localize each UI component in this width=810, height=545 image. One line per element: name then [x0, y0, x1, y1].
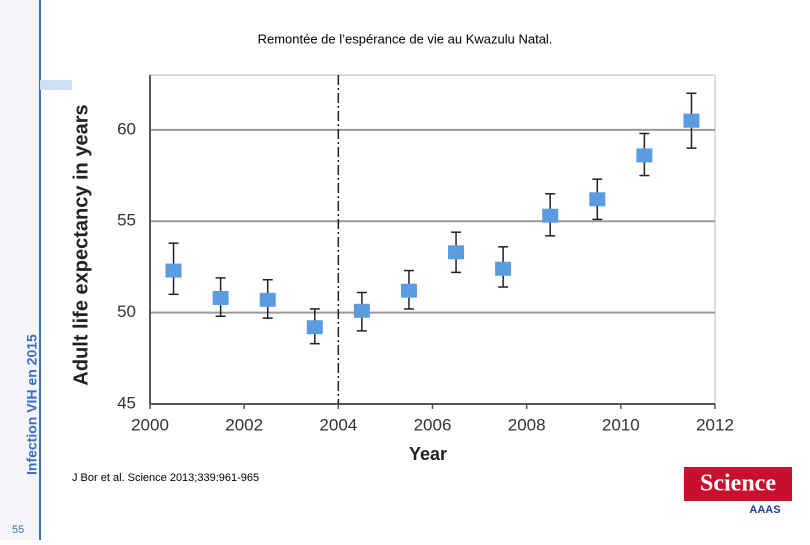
sidebar-text: Infection VIH en 2015 — [24, 334, 40, 475]
point — [259, 292, 276, 307]
point — [683, 113, 700, 128]
x-axis-label: Year — [409, 444, 447, 464]
chart-title: Remontée de l’espérance de vie au Kwazul… — [258, 31, 553, 46]
sidebar — [0, 0, 40, 540]
point — [495, 261, 512, 276]
point — [212, 290, 229, 305]
x-tick-label: 2000 — [131, 415, 169, 434]
y-axis-label: Adult life expectancy in years — [70, 104, 92, 385]
y-tick-label: 50 — [117, 302, 136, 321]
point — [636, 148, 653, 163]
point — [589, 192, 606, 207]
logo: Science — [700, 471, 776, 497]
x-tick-label: 2010 — [602, 415, 640, 434]
page-number: 55 — [12, 524, 24, 536]
point — [306, 320, 323, 335]
point — [165, 263, 182, 278]
accent — [40, 80, 72, 90]
x-tick-label: 2004 — [319, 415, 357, 434]
logo-box — [684, 467, 792, 501]
citation: J Bor et al. Science 2013;339:961-965 — [72, 472, 259, 484]
x-tick-label: 2008 — [508, 415, 546, 434]
point — [353, 303, 370, 318]
plot: 45 50 55 60 2000 2002 2004 2006 2008 2010 2012 — [117, 74, 734, 434]
point — [448, 245, 465, 260]
y-tick-label: 55 — [117, 211, 136, 230]
x-tick-label: 2012 — [696, 415, 734, 434]
logo-sub: AAAS — [749, 504, 780, 516]
x-tick-label: 2002 — [225, 415, 263, 434]
point — [400, 283, 417, 298]
y-tick-label: 60 — [117, 119, 136, 138]
y-tick-label: 45 — [117, 393, 136, 412]
point — [542, 208, 559, 223]
x-tick-label: 2006 — [414, 415, 452, 434]
